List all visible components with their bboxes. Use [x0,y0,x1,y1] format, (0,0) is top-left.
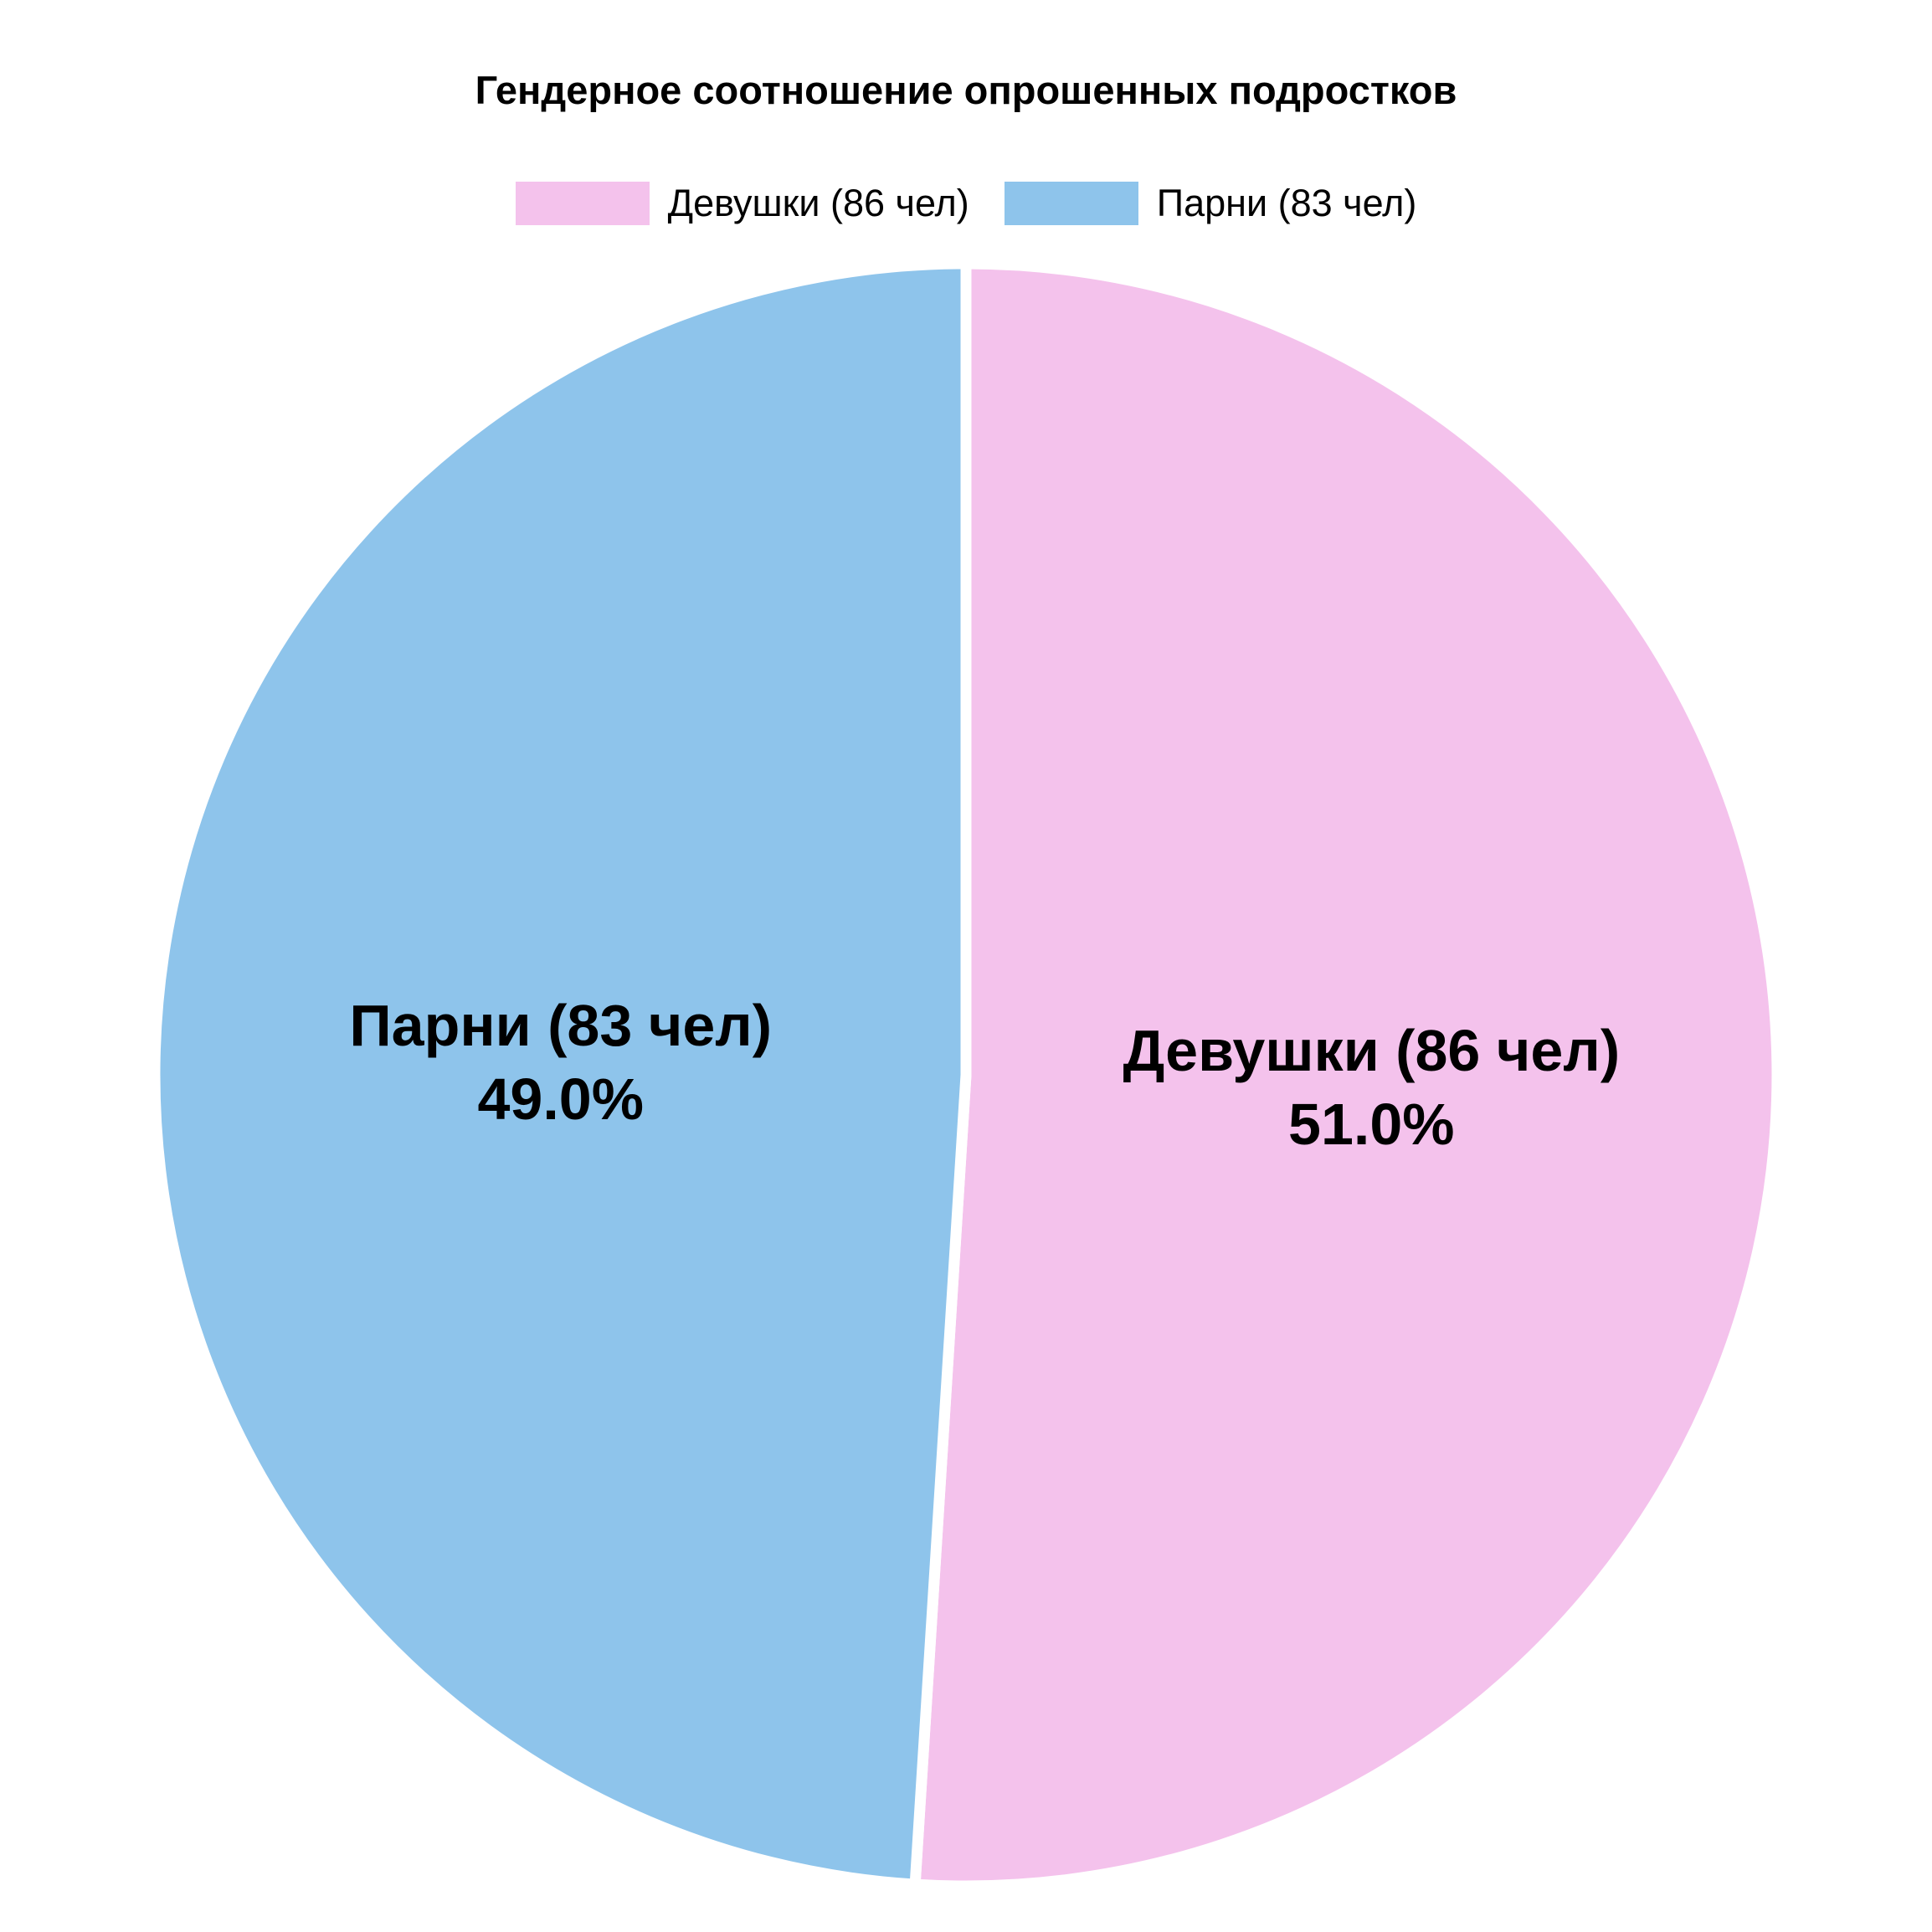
legend-item-boys: Парни (83 чел) [1004,182,1417,225]
slice-label-boys: Парни (83 чел) [349,993,772,1058]
slice-percent-boys: 49.0% [477,1066,643,1132]
legend-item-girls: Девушки (86 чел) [515,182,969,225]
pie-slice-girls [909,258,1783,1892]
legend-label-boys: Парни (83 чел) [1156,182,1417,224]
chart-title: Гендерное соотношение опрошенных подрост… [475,68,1457,112]
legend: Девушки (86 чел) Парни (83 чел) [0,182,1932,225]
legend-swatch-boys [1004,182,1138,225]
slice-label-girls: Девушки (86 чел) [1123,1018,1620,1083]
legend-swatch-girls [515,182,650,225]
legend-label-girls: Девушки (86 чел) [667,182,969,224]
slice-percent-girls: 51.0% [1288,1092,1454,1157]
pie-slice-boys [149,258,972,1890]
